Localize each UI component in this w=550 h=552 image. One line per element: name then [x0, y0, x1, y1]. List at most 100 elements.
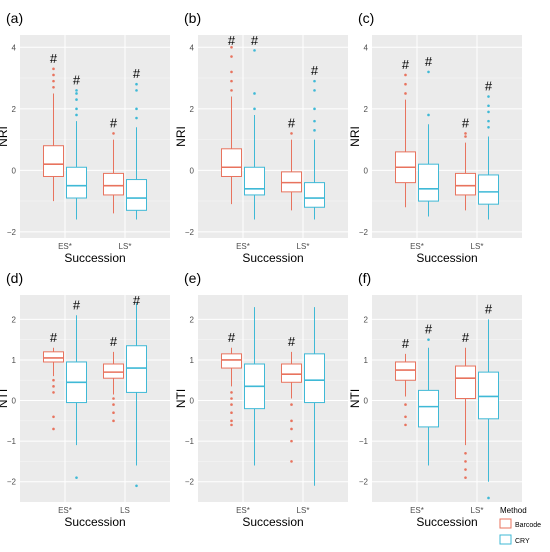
- outlier-point: [404, 73, 407, 77]
- panel-label: (e): [184, 270, 201, 286]
- box-cry-ES: #: [418, 322, 439, 466]
- panel-label: (b): [184, 10, 201, 26]
- box-body: [304, 182, 325, 208]
- box-body: [281, 363, 302, 383]
- outlier-point: [230, 79, 233, 83]
- outlier-point: [135, 89, 138, 92]
- outlier-point: [464, 476, 467, 479]
- outlier-point: [52, 427, 55, 431]
- box-body: [455, 365, 476, 400]
- significance-mark: #: [110, 334, 118, 349]
- panel-a: (a) −2 0 2 4 ES* LS*Succession NRI # # # #: [0, 10, 170, 265]
- outlier-point: [52, 73, 55, 77]
- box-cry-LS: #: [304, 63, 325, 220]
- x-tick-label: LS*: [297, 242, 310, 251]
- significance-mark: #: [288, 334, 296, 349]
- box-body: [418, 163, 439, 202]
- y-tick-label: −2: [7, 478, 17, 487]
- y-tick-label: 4: [190, 43, 195, 52]
- outlier-point: [290, 460, 293, 463]
- y-tick-label: 0: [12, 397, 17, 406]
- legend-item-cry: CRY: [499, 534, 530, 545]
- legend-label-barcode: Barcode: [515, 522, 541, 529]
- outlier-point: [230, 70, 233, 74]
- outlier-point: [404, 415, 407, 419]
- box-body: [455, 172, 476, 196]
- legend-label-cry: CRY: [515, 538, 530, 545]
- x-tick-label: LS*: [297, 506, 310, 515]
- outlier-point: [404, 82, 407, 86]
- outlier-point: [313, 79, 316, 83]
- outlier-point: [464, 132, 467, 135]
- significance-mark: #: [133, 66, 141, 81]
- panel-label: (d): [6, 270, 23, 286]
- outlier-point: [112, 132, 115, 135]
- outlier-point: [52, 67, 55, 71]
- outlier-point: [487, 125, 490, 129]
- y-axis-title: NRI: [0, 126, 10, 147]
- outlier-point: [52, 385, 55, 388]
- outlier-point: [52, 415, 55, 419]
- outlier-point: [75, 107, 78, 111]
- significance-mark: #: [110, 115, 118, 130]
- significance-mark: #: [485, 79, 493, 94]
- significance-mark: #: [73, 72, 81, 87]
- y-tick-label: 2: [12, 105, 17, 114]
- box-cry-ES: #: [418, 54, 439, 217]
- significance-mark: #: [133, 293, 141, 308]
- outlier-point: [230, 391, 233, 394]
- box-body: [126, 179, 147, 211]
- outlier-point: [230, 46, 233, 49]
- significance-mark: #: [485, 301, 493, 316]
- box-cry-ES: [244, 307, 265, 466]
- box-body: [478, 371, 499, 420]
- outlier-point: [487, 119, 490, 123]
- box-body: [103, 363, 124, 379]
- significance-mark: #: [425, 54, 433, 69]
- y-tick-label: 2: [364, 105, 369, 114]
- x-tick-label: LS*: [471, 506, 484, 515]
- outlier-point: [313, 107, 316, 111]
- y-tick-label: 4: [12, 43, 17, 52]
- y-tick-label: 0: [12, 166, 17, 175]
- box-barcode-LS: #: [103, 115, 124, 214]
- legend-key-barcode: [499, 518, 512, 529]
- plot-background: [20, 295, 170, 502]
- box-body: [395, 361, 416, 381]
- outlier-point: [487, 104, 490, 108]
- outlier-point: [464, 460, 467, 463]
- panel-c: (c) −2 0 2 4 ES* LS*Succession NRI # # # #: [348, 10, 522, 265]
- box-cry-LS: #: [126, 293, 147, 488]
- panel-b: (b) −2 0 2 4 ES* LS*Succession NRI # # # #: [174, 10, 348, 265]
- x-axis-title: Succession: [64, 251, 125, 265]
- plot-background: [198, 35, 348, 238]
- legend: Method Barcode CRY: [499, 506, 541, 545]
- outlier-point: [404, 403, 407, 406]
- x-axis-title: Succession: [64, 515, 125, 529]
- significance-mark: #: [462, 115, 470, 130]
- x-tick-label: LS*: [471, 242, 484, 251]
- box-body: [221, 148, 242, 177]
- y-tick-label: 1: [12, 356, 17, 365]
- y-tick-label: −2: [359, 228, 369, 237]
- box-body: [304, 353, 325, 404]
- y-tick-label: 2: [12, 315, 17, 324]
- significance-mark: #: [425, 322, 433, 337]
- significance-mark: #: [462, 330, 470, 345]
- significance-mark: #: [251, 33, 259, 48]
- y-tick-label: −2: [7, 228, 17, 237]
- x-tick-label: LS: [120, 506, 130, 515]
- outlier-point: [75, 89, 78, 92]
- outlier-point: [464, 135, 467, 138]
- outlier-point: [75, 476, 78, 479]
- outlier-point: [112, 403, 115, 406]
- x-tick-label: ES*: [236, 506, 250, 515]
- significance-mark: #: [228, 330, 236, 345]
- outlier-point: [52, 391, 55, 394]
- x-axis-title: Succession: [242, 251, 303, 265]
- y-tick-label: −1: [7, 437, 17, 446]
- box-body: [418, 389, 439, 428]
- y-tick-label: −1: [359, 437, 369, 446]
- box-barcode-ES: #: [395, 336, 416, 427]
